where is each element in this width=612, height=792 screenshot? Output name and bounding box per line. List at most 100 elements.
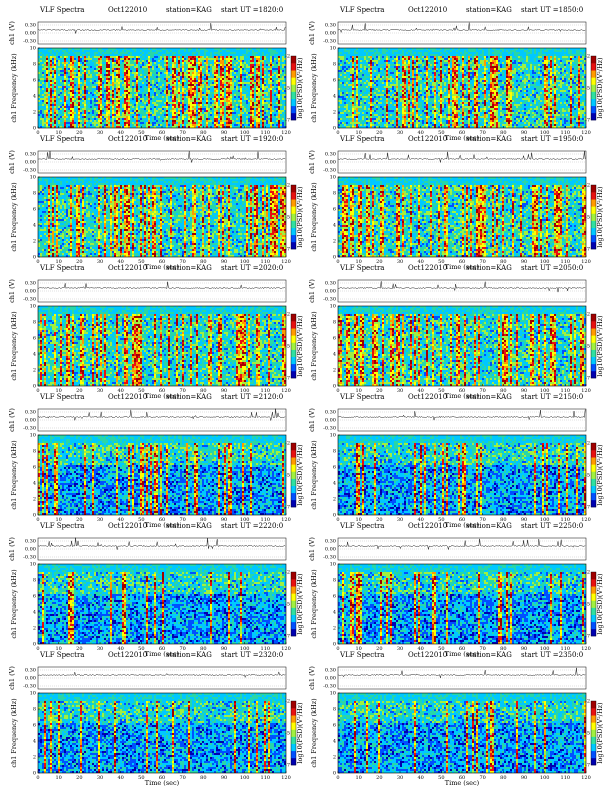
spectrogram-cell: [96, 114, 98, 116]
spectrogram-cell: [44, 96, 46, 98]
spectrogram-cell: [344, 98, 346, 100]
spectrogram-cell: [118, 114, 120, 116]
spectrogram-cell: [208, 92, 210, 94]
spectrogram-cell: [120, 58, 122, 60]
spectrogram-cell: [338, 74, 340, 76]
spectrogram-cell: [214, 126, 216, 128]
spectrogram-cell: [404, 52, 406, 54]
spectrogram-cell: [264, 72, 266, 74]
spectrogram-cell: [106, 118, 108, 120]
spectrogram-cell: [78, 76, 80, 78]
spectrogram-cell: [126, 54, 128, 56]
spectrogram-cell: [142, 104, 144, 106]
spectrogram-cell: [74, 114, 76, 116]
spectrogram-cell: [226, 112, 228, 114]
spectrogram-cell: [386, 82, 388, 84]
spectrogram-cell: [240, 86, 242, 88]
spectrogram-cell: [272, 124, 274, 126]
spectrogram-cell: [248, 74, 250, 76]
spectrogram-cell: [110, 74, 112, 76]
spectrogram-cell: [144, 110, 146, 112]
spectrogram-cell: [264, 98, 266, 100]
spectrogram-cell: [260, 116, 262, 118]
spectrogram-cell: [370, 102, 372, 104]
spectrogram-cell: [222, 116, 224, 118]
spectrogram-cell: [80, 92, 82, 94]
spectrogram-cell: [356, 106, 358, 108]
spectrogram-cell: [98, 108, 100, 110]
spectrogram-cell: [158, 116, 160, 118]
spectrogram-cell: [260, 50, 262, 52]
spectrogram-cell: [282, 96, 284, 98]
spectrogram-cell: [230, 70, 232, 72]
spectrogram-cell: [76, 104, 78, 106]
spectrogram-cell: [384, 94, 386, 96]
spectrogram-cell: [372, 56, 374, 58]
spectrogram-cell: [102, 86, 104, 88]
spectrogram-cell: [50, 120, 52, 122]
spectrogram-cell: [160, 56, 162, 58]
spectrogram-cell: [42, 94, 44, 96]
spectrogram-cell: [398, 72, 400, 74]
spectrogram-cell: [132, 54, 134, 56]
spectrogram-cell: [128, 56, 130, 58]
spectrogram-cell: [190, 86, 192, 88]
spectrogram-cell: [78, 58, 80, 60]
spectrogram-cell: [76, 78, 78, 80]
spectrogram-cell: [270, 102, 272, 104]
spectrogram-cell: [194, 68, 196, 70]
spectrogram-cell: [252, 90, 254, 92]
spectrogram-cell: [402, 72, 404, 74]
spectrogram-cell: [50, 106, 52, 108]
spectrogram-cell: [228, 56, 230, 58]
spectrogram-cell: [208, 102, 210, 104]
spectrogram-cell: [256, 70, 258, 72]
spectrogram-cell: [132, 64, 134, 66]
spectrogram-cell: [200, 114, 202, 116]
spectrogram-cell: [140, 84, 142, 86]
spectrogram-cell: [206, 66, 208, 68]
spectrogram-cell: [40, 62, 42, 64]
spectrogram-cell: [58, 120, 60, 122]
spectrogram-cell: [150, 118, 152, 120]
spectrogram-cell: [88, 90, 90, 92]
spectrogram-cell: [208, 86, 210, 88]
spectrogram-cell: [220, 80, 222, 82]
spectrogram-cell: [248, 68, 250, 70]
spectrogram-cell: [174, 86, 176, 88]
spectrogram-cell: [276, 112, 278, 114]
spectrogram-cell: [42, 116, 44, 118]
spectrogram-cell: [94, 104, 96, 106]
spectrogram-cell: [72, 122, 74, 124]
spectrogram-cell: [112, 96, 114, 98]
spectrogram-cell: [358, 104, 360, 106]
spectrogram-cell: [168, 94, 170, 96]
spectrogram-cell: [162, 106, 164, 108]
spectrogram-cell: [180, 50, 182, 52]
spectrogram-cell: [126, 94, 128, 96]
spectrogram-cell: [354, 114, 356, 116]
spectrogram-cell: [358, 110, 360, 112]
date-label: Oct122010: [108, 6, 147, 15]
spectrogram-cell: [60, 54, 62, 56]
spectrogram-cell: [376, 114, 378, 116]
spectrogram-cell: [152, 86, 154, 88]
spectrogram-cell: [346, 126, 348, 128]
spectrogram-cell: [54, 76, 56, 78]
spectrogram-panel: VLF Spectra Oct122010 station=KAG start UT …: [308, 6, 608, 142]
spectrogram-cell: [234, 68, 236, 70]
spectrogram-cell: [68, 80, 70, 82]
spectrogram-cell: [128, 116, 130, 118]
spectrogram-cell: [192, 118, 194, 120]
spectrogram-cell: [234, 110, 236, 112]
spectrogram-cell: [76, 96, 78, 98]
spectrogram-cell: [56, 88, 58, 90]
spectrogram-cell: [82, 98, 84, 100]
spectrogram-cell: [350, 48, 352, 50]
spectrogram-cell: [168, 68, 170, 70]
spectrogram-cell: [378, 84, 380, 86]
spectrogram-cell: [148, 50, 150, 52]
spectrogram-cell: [390, 122, 392, 124]
spectrogram-cell: [404, 100, 406, 102]
spectrogram-cell: [340, 104, 342, 106]
